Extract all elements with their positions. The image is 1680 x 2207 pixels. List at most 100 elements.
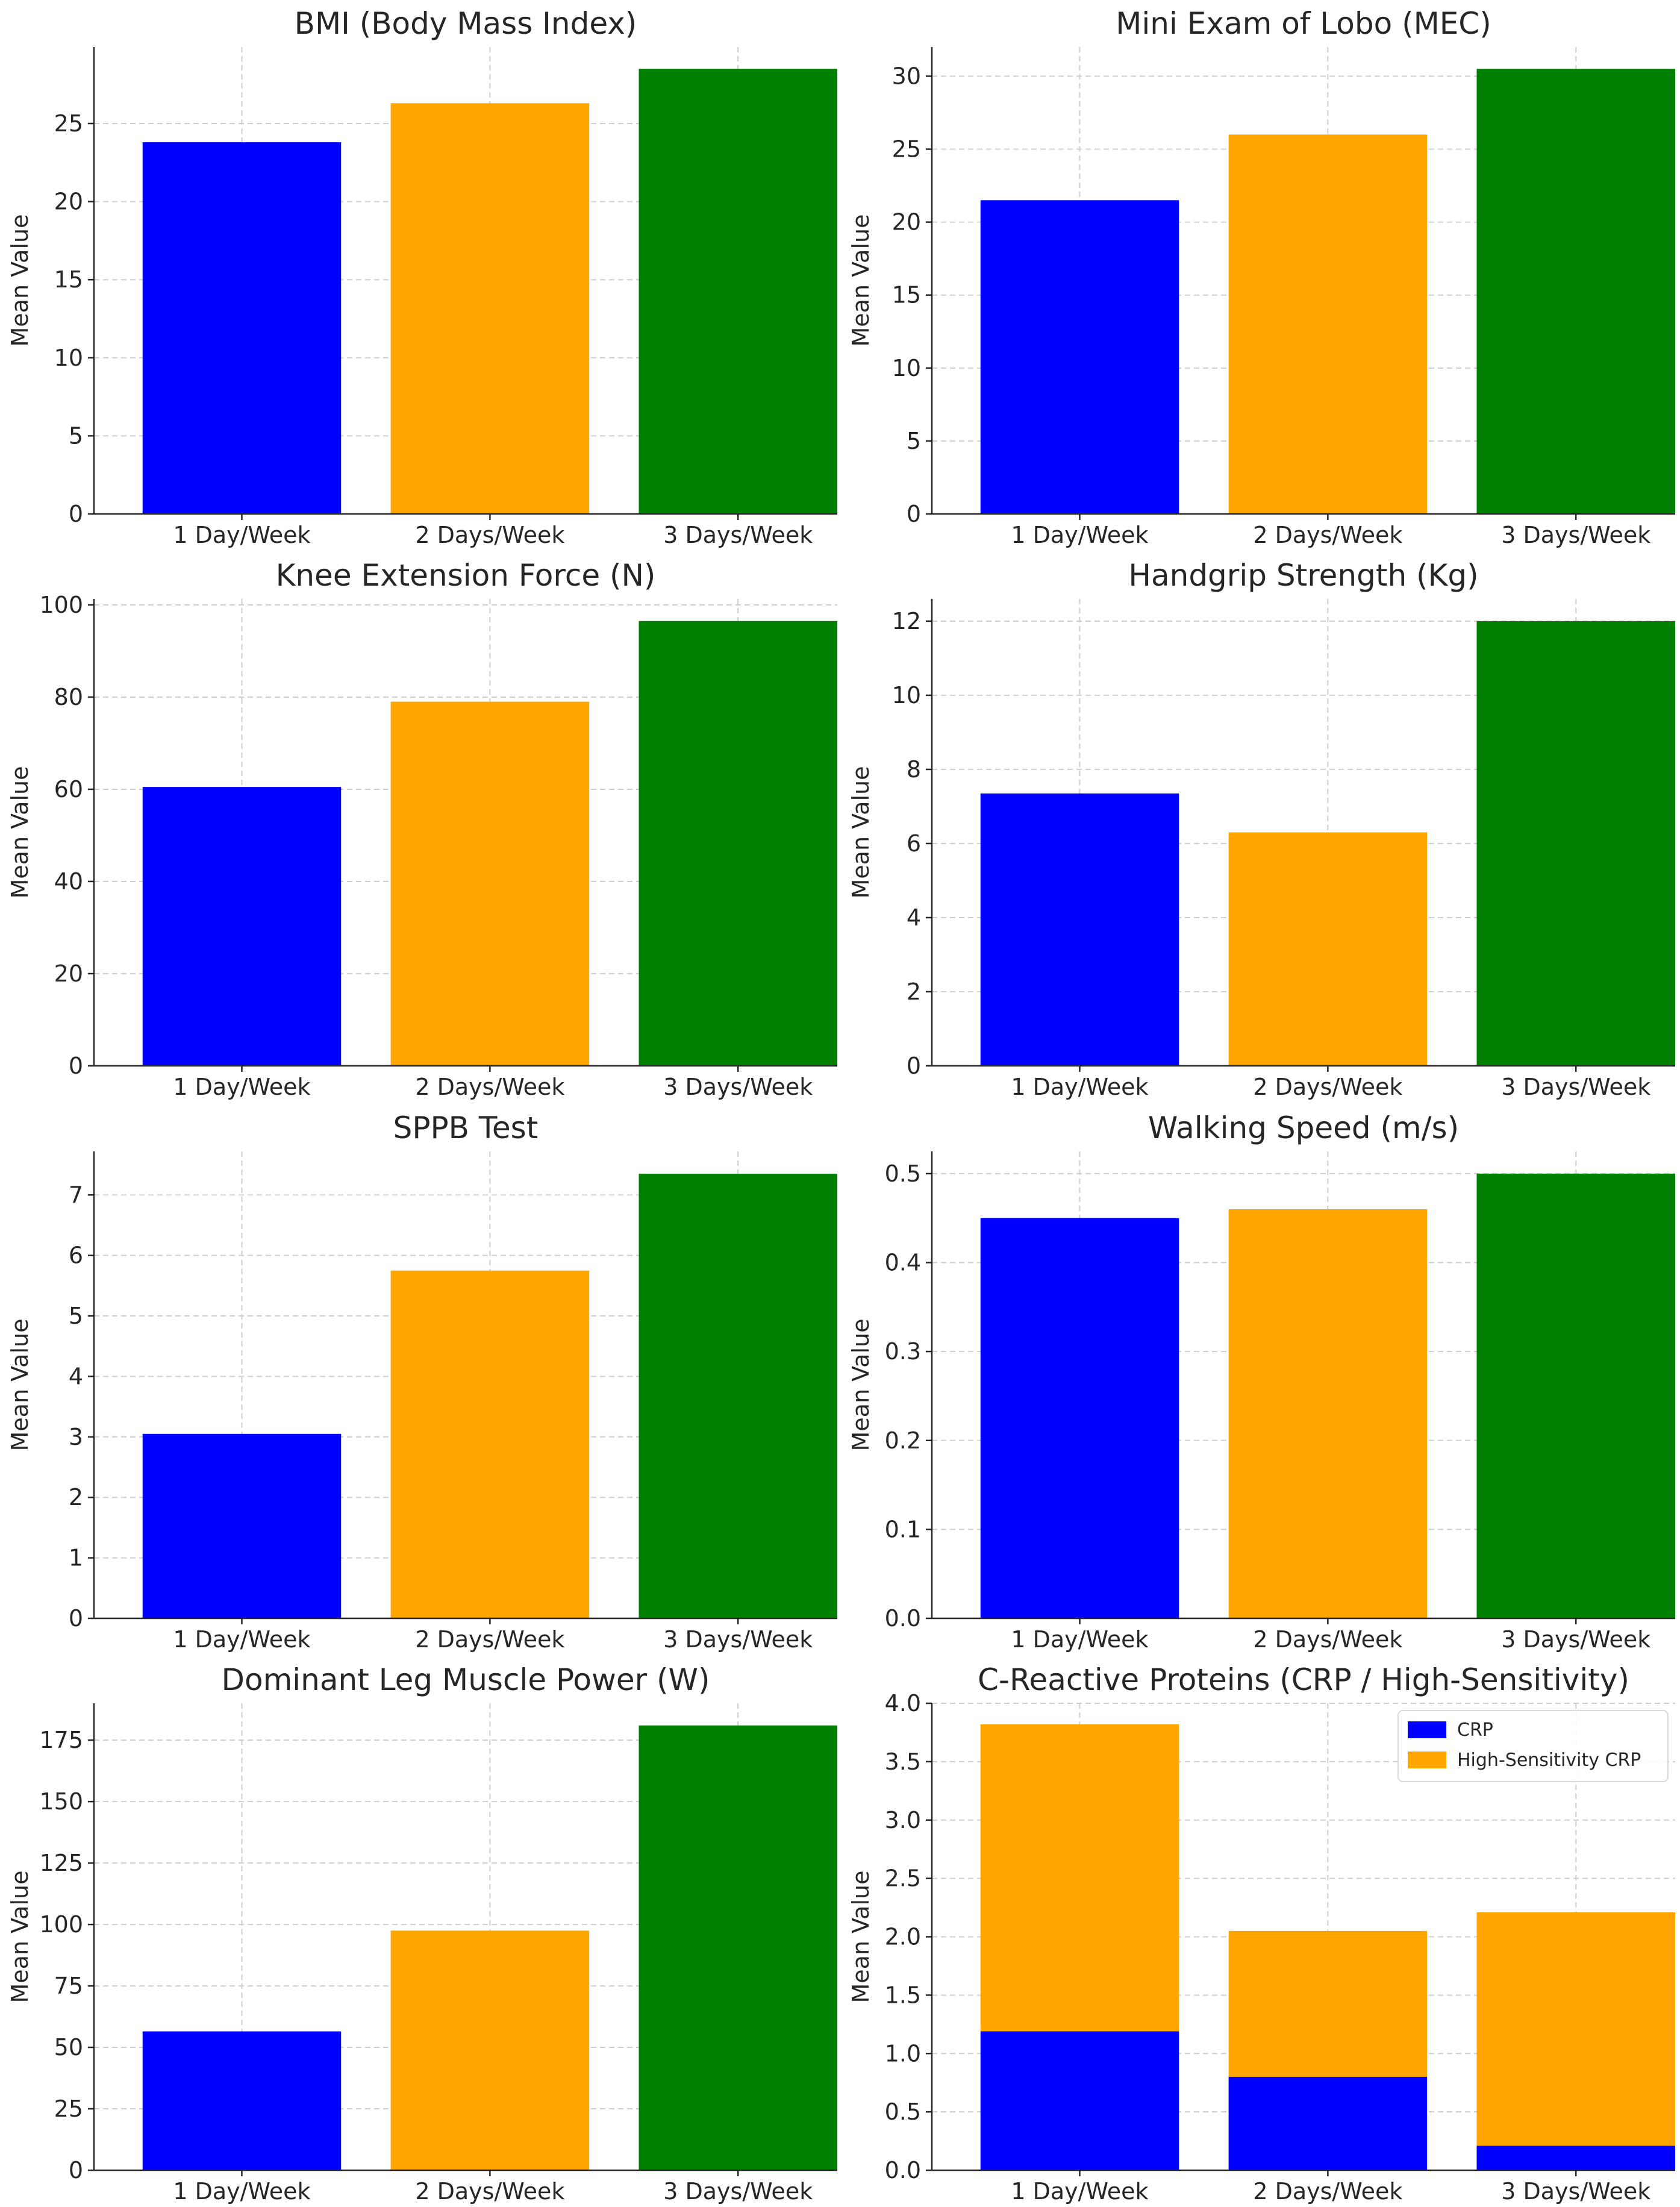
y-axis-label: Mean Value bbox=[7, 1319, 33, 1451]
y-tick-label: 12 bbox=[892, 608, 921, 634]
x-tick-label: 1 Day/Week bbox=[173, 1074, 310, 1100]
bar-2 bbox=[390, 103, 590, 514]
y-tick-label: 2 bbox=[69, 1484, 83, 1510]
y-tick-label: 0 bbox=[907, 1053, 921, 1079]
x-tick-label: 3 Days/Week bbox=[1501, 1074, 1650, 1100]
bar-3 bbox=[639, 1725, 837, 2170]
x-tick-label: 3 Days/Week bbox=[663, 2178, 813, 2205]
legend: CRP High-Sensitivity CRP bbox=[1397, 1710, 1669, 1782]
bar-3 bbox=[639, 1174, 837, 1618]
bar-2 bbox=[1228, 832, 1428, 1066]
x-tick-label: 3 Days/Week bbox=[663, 1074, 813, 1100]
y-tick-label: 5 bbox=[69, 422, 83, 449]
x-tick-label: 2 Days/Week bbox=[415, 2178, 564, 2205]
x-tick-label: 2 Days/Week bbox=[1253, 522, 1402, 548]
y-tick-label: 5 bbox=[907, 428, 921, 454]
chart-title: Handgrip Strength (Kg) bbox=[1128, 558, 1478, 593]
x-tick-label: 2 Days/Week bbox=[1253, 1626, 1402, 1653]
y-tick-label: 0 bbox=[69, 1053, 83, 1079]
y-tick-label: 2.5 bbox=[885, 1865, 921, 1892]
y-tick-label: 10 bbox=[892, 355, 921, 381]
bar-crp-1 bbox=[980, 2031, 1179, 2170]
bar-1 bbox=[980, 1218, 1179, 1618]
y-tick-label: 0.3 bbox=[885, 1338, 921, 1365]
y-tick-label: 1 bbox=[69, 1545, 83, 1571]
chart-panel-7: 0 25 50 75 100 125 150 175 1 Day/Week 2 Days/Week… bbox=[7, 1662, 837, 2205]
bar-3 bbox=[1476, 621, 1675, 1066]
bar-high-sensitivity-crp-1 bbox=[980, 1724, 1179, 2032]
bar-1 bbox=[142, 1433, 342, 1618]
x-tick-label: 2 Days/Week bbox=[415, 522, 564, 548]
x-tick-label: 3 Days/Week bbox=[663, 1626, 813, 1653]
bar-2 bbox=[1228, 1209, 1428, 1618]
bar-3 bbox=[1476, 69, 1675, 514]
y-tick-label: 125 bbox=[39, 1850, 83, 1876]
chart-panel-2: 0 5 10 15 20 25 30 1 Day/Week 2 Days/Week 3 Days/… bbox=[848, 6, 1675, 548]
x-tick-label: 3 Days/Week bbox=[1501, 2178, 1650, 2205]
y-tick-label: 40 bbox=[54, 868, 83, 895]
y-tick-label: 0.2 bbox=[885, 1427, 921, 1454]
legend-label: CRP bbox=[1457, 1720, 1493, 1741]
x-tick-label: 1 Day/Week bbox=[173, 2178, 310, 2205]
y-tick-label: 0.5 bbox=[885, 1160, 921, 1187]
y-tick-label: 6 bbox=[69, 1242, 83, 1269]
y-axis-label: Mean Value bbox=[848, 1319, 874, 1451]
bar-1 bbox=[980, 200, 1179, 514]
y-tick-label: 60 bbox=[54, 776, 83, 803]
x-tick-label: 1 Day/Week bbox=[1011, 1074, 1148, 1100]
y-tick-label: 0.4 bbox=[885, 1250, 921, 1276]
y-tick-label: 0.5 bbox=[885, 2099, 921, 2125]
y-tick-label: 175 bbox=[39, 1727, 83, 1753]
bar-2 bbox=[1228, 134, 1428, 514]
y-tick-label: 0 bbox=[69, 1605, 83, 1632]
bar-2 bbox=[390, 1930, 590, 2170]
x-tick-label: 1 Day/Week bbox=[173, 522, 310, 548]
bar-1 bbox=[142, 787, 342, 1066]
y-tick-label: 25 bbox=[54, 110, 83, 137]
y-tick-label: 0 bbox=[69, 501, 83, 527]
bar-high-sensitivity-crp-3 bbox=[1476, 1912, 1675, 2146]
x-tick-label: 1 Day/Week bbox=[1011, 2178, 1148, 2205]
y-tick-label: 8 bbox=[907, 756, 921, 783]
y-tick-label: 20 bbox=[892, 209, 921, 236]
bar-crp-2 bbox=[1228, 2077, 1428, 2170]
y-tick-label: 0 bbox=[69, 2157, 83, 2184]
bar-3 bbox=[1476, 1173, 1675, 1618]
bar-high-sensitivity-crp-2 bbox=[1228, 1930, 1428, 2077]
chart-title: Knee Extension Force (N) bbox=[276, 558, 656, 593]
bar-2 bbox=[390, 701, 590, 1066]
chart-panel-4: 0 2 4 6 8 10 12 1 Day/Week 2 Days/Week 3 Days/Wee… bbox=[848, 558, 1675, 1100]
y-tick-label: 0.0 bbox=[885, 1605, 921, 1632]
y-tick-label: 30 bbox=[892, 63, 921, 89]
legend-box bbox=[1397, 1710, 1669, 1782]
y-axis-label: Mean Value bbox=[7, 766, 33, 899]
chart-title: Dominant Leg Muscle Power (W) bbox=[221, 1662, 710, 1697]
y-tick-label: 50 bbox=[54, 2034, 83, 2061]
y-tick-label: 4 bbox=[69, 1363, 83, 1389]
x-tick-label: 1 Day/Week bbox=[173, 1626, 310, 1653]
chart-panel-5: 0 1 2 3 4 5 6 7 1 Day/Week 2 Days/Week 3 Days/Week… bbox=[7, 1110, 837, 1653]
y-tick-label: 100 bbox=[39, 1911, 83, 1938]
y-tick-label: 1.5 bbox=[885, 1982, 921, 2008]
chart-title: BMI (Body Mass Index) bbox=[295, 6, 637, 41]
bar-1 bbox=[142, 2031, 342, 2170]
legend-label: High-Sensitivity CRP bbox=[1457, 1750, 1641, 1771]
y-tick-label: 2 bbox=[907, 978, 921, 1005]
x-tick-label: 2 Days/Week bbox=[1253, 1074, 1402, 1100]
x-tick-label: 1 Day/Week bbox=[1011, 522, 1148, 548]
chart-panel-3: 0 20 40 60 80 100 1 Day/Week 2 Days/Week 3 Days/… bbox=[7, 558, 837, 1100]
y-axis-label: Mean Value bbox=[7, 1871, 33, 2003]
chart-title: SPPB Test bbox=[393, 1110, 539, 1145]
bar-3 bbox=[639, 621, 837, 1066]
x-tick-label: 2 Days/Week bbox=[1253, 2178, 1402, 2205]
bar-1 bbox=[142, 142, 342, 515]
y-axis-label: Mean Value bbox=[7, 214, 33, 347]
chart-title: Mini Exam of Lobo (MEC) bbox=[1116, 6, 1491, 41]
bar-3 bbox=[639, 69, 837, 515]
y-tick-label: 0.0 bbox=[885, 2157, 921, 2184]
y-tick-label: 100 bbox=[39, 592, 83, 618]
x-tick-label: 2 Days/Week bbox=[415, 1074, 564, 1100]
y-tick-label: 7 bbox=[69, 1182, 83, 1208]
legend-swatch bbox=[1408, 1721, 1446, 1738]
